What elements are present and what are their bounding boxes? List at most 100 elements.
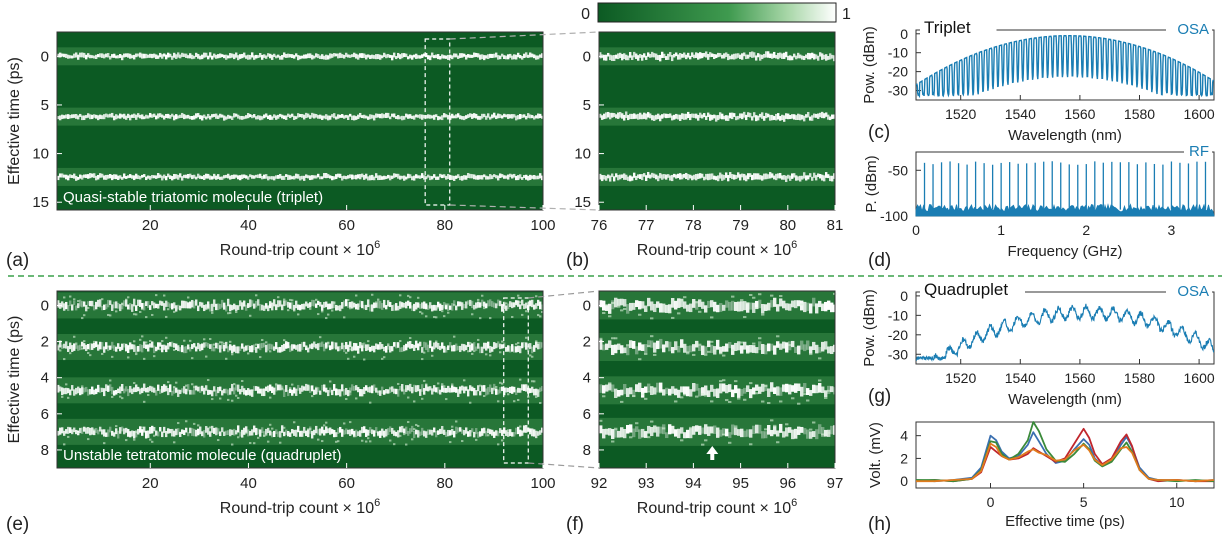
soliton-speckle [701,443,705,446]
soliton-trace-segment [799,54,802,59]
soliton-trace-segment [103,114,106,120]
soliton-trace-segment [819,112,822,118]
y-tick-label: 2 [41,334,49,351]
soliton-trace-segment [103,346,106,353]
soliton-trace-segment [235,430,238,435]
soliton-trace-segment [471,386,474,392]
soliton-trace-segment [659,382,663,393]
soliton-trace-segment [123,53,126,58]
soliton-trace-segment [644,386,648,393]
soliton-trace-segment [291,389,294,396]
soliton-trace-segment [217,428,220,435]
soliton-trace-segment [409,114,412,119]
soliton-trace-segment [824,390,828,398]
soliton-trace-segment [633,172,636,178]
soliton-trace-segment [489,429,492,435]
soliton-trace-segment [731,389,735,398]
soliton-trace-segment [365,429,368,437]
soliton-trace-segment [235,174,238,178]
soliton-speckle [237,436,240,439]
soliton-speckle [515,303,518,306]
soliton-trace-segment [169,115,172,119]
soliton-trace-segment [667,113,670,118]
soliton-trace-segment [519,304,522,310]
soliton-trace-segment [716,304,720,313]
soliton-speckle [325,317,328,320]
soliton-trace-segment [643,53,646,58]
soliton-trace-segment [295,116,298,120]
soliton-trace-segment [385,429,388,437]
soliton-trace-segment [674,300,678,310]
soliton-trace-segment [723,175,726,180]
y-tick-label: 2 [583,334,591,351]
soliton-trace-segment [129,115,132,121]
soliton-trace-segment [447,115,450,120]
soliton-trace-segment [329,303,332,310]
soliton-trace-segment [349,113,352,117]
soliton-trace-segment [765,112,768,119]
soliton-trace-segment [501,429,504,436]
soliton-trace-segment [529,300,532,307]
soliton-trace-segment [289,114,292,119]
soliton-band [599,47,836,66]
soliton-speckle [647,345,651,348]
soliton-trace-segment [89,343,92,351]
soliton-trace-segment [663,53,666,58]
soliton-trace-segment [727,175,730,182]
soliton-trace-segment [163,384,166,392]
soliton-trace-segment [359,342,362,349]
soliton-trace-segment [617,112,620,119]
soliton-trace-segment [417,343,420,351]
soliton-trace-segment [361,345,364,352]
soliton-trace-segment [309,175,312,181]
soliton-trace-segment [457,113,460,118]
soliton-trace-segment [375,427,378,433]
soliton-trace-segment [283,115,286,120]
soliton-speckle [87,438,90,441]
soliton-trace-segment [159,174,162,178]
soliton-trace-segment [668,341,672,352]
soliton-trace-segment [119,427,122,434]
soliton-trace-segment [345,114,348,118]
soliton-trace-segment [163,174,166,179]
x-tick-label: 1540 [1005,370,1036,386]
soliton-trace-segment [725,172,728,178]
soliton-trace-segment [311,385,314,392]
soliton-trace-segment [471,428,474,433]
soliton-trace-segment [725,428,729,437]
soliton-trace-segment [463,53,466,57]
soliton-trace-segment [325,426,328,434]
soliton-trace-segment [809,173,812,178]
soliton-trace-segment [181,52,184,57]
soliton-trace-segment [680,339,684,348]
soliton-trace-segment [483,113,486,118]
soliton-trace-segment [739,54,742,60]
soliton-speckle [743,316,747,319]
soliton-trace-segment [503,55,506,59]
soliton-speckle [449,441,452,444]
soliton-speckle [445,303,448,306]
soliton-trace-segment [247,113,250,119]
soliton-trace-segment [489,174,492,180]
soliton-trace-segment [821,341,825,352]
soliton-speckle [121,397,124,400]
x-tick-label: 100 [530,217,555,234]
soliton-speckle [335,440,338,443]
soliton-trace-segment [541,304,544,310]
soliton-trace-segment [139,175,142,180]
soliton-trace-segment [371,304,374,312]
soliton-trace-segment [643,112,646,119]
soliton-trace-segment [483,427,486,434]
soliton-trace-segment [757,173,760,180]
soliton-trace-segment [127,429,130,437]
soliton-speckle [650,386,654,389]
soliton-trace-segment [803,428,807,435]
soliton-trace-segment [73,343,76,351]
panel-a-heatmap: Quasi-stable triatomic molecule (triplet… [6,31,556,259]
soliton-trace-segment [833,114,836,119]
soliton-trace-segment [769,172,772,179]
soliton-trace-segment [71,304,74,311]
soliton-speckle [737,397,741,400]
soliton-trace-segment [227,430,230,435]
soliton-trace-segment [541,175,544,181]
